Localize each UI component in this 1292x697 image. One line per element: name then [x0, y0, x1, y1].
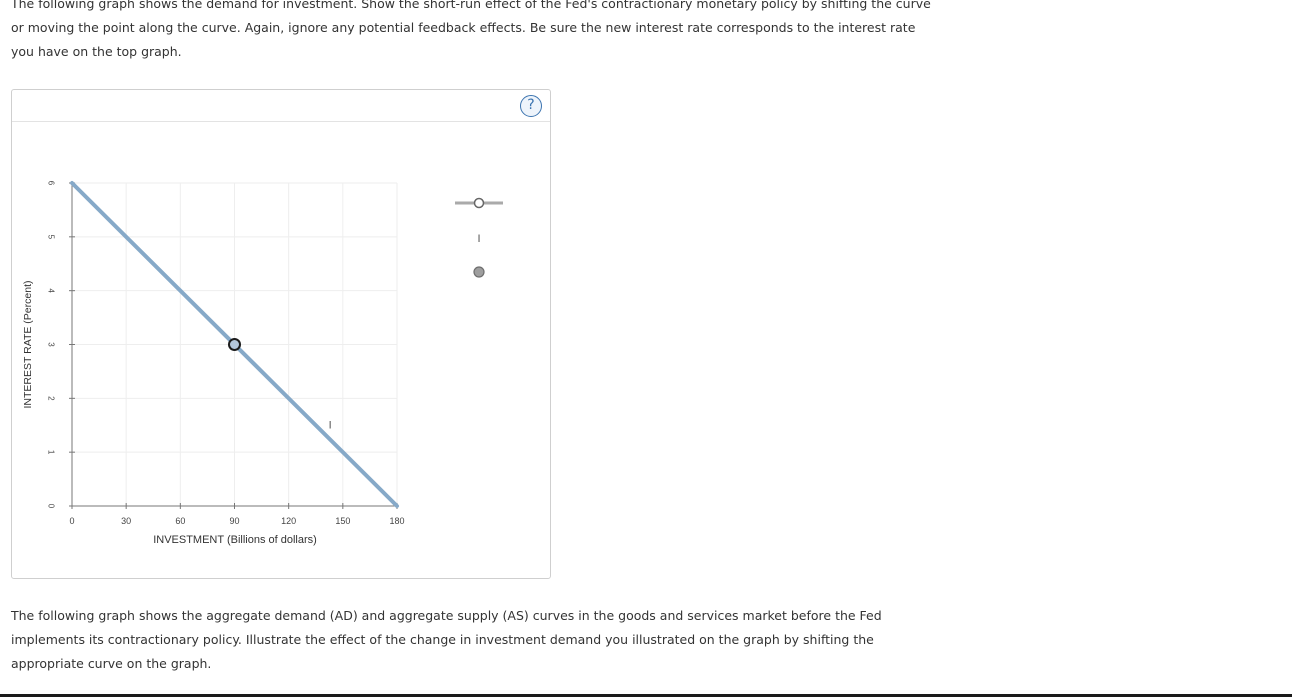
palette-curve-handle[interactable] — [473, 197, 485, 209]
question-instructions: The following graph shows the demand for… — [11, 0, 931, 59]
y-tick-label: 1 — [47, 450, 56, 455]
y-tick-label: 0 — [47, 504, 56, 509]
tool-palette: I — [455, 197, 503, 278]
y-tick-label: 2 — [47, 396, 56, 401]
curve-label: I — [329, 419, 332, 431]
graph-panel: ? 0 30 60 90 120 150 180 0 1 2 3 4 5 6 I I INTEREST R… — [11, 89, 551, 579]
investment-demand-chart: 0 30 60 90 120 150 180 0 1 2 3 4 5 6 I I INTEREST RAT… — [22, 181, 503, 546]
followup-instructions: The following graph shows the aggregate … — [11, 608, 882, 671]
palette-curve-label: I — [477, 233, 480, 245]
x-tick-label: 0 — [69, 516, 74, 526]
y-tick-label: 5 — [47, 235, 56, 240]
x-tick-label: 120 — [281, 516, 296, 526]
x-tick-label: 60 — [175, 516, 185, 526]
help-icon[interactable]: ? — [520, 95, 542, 117]
y-axis-label: INTEREST RATE (Percent) — [22, 281, 34, 409]
x-tick-label: 150 — [335, 516, 350, 526]
equilibrium-point[interactable] — [228, 338, 241, 351]
palette-point-tool[interactable] — [473, 266, 485, 278]
x-tick-label: 30 — [121, 516, 131, 526]
graph-panel-header: ? — [12, 90, 550, 122]
x-axis-label: INVESTMENT (Billions of dollars) — [153, 534, 317, 546]
page-divider — [0, 694, 1292, 697]
y-tick-label: 6 — [47, 181, 56, 186]
points — [228, 338, 241, 351]
axes: 0 30 60 90 120 150 180 0 1 2 3 4 5 6 — [47, 181, 405, 526]
x-tick-label: 90 — [229, 516, 239, 526]
x-tick-label: 180 — [389, 516, 404, 526]
y-tick-label: 4 — [47, 288, 56, 293]
y-tick-label: 3 — [47, 342, 56, 347]
